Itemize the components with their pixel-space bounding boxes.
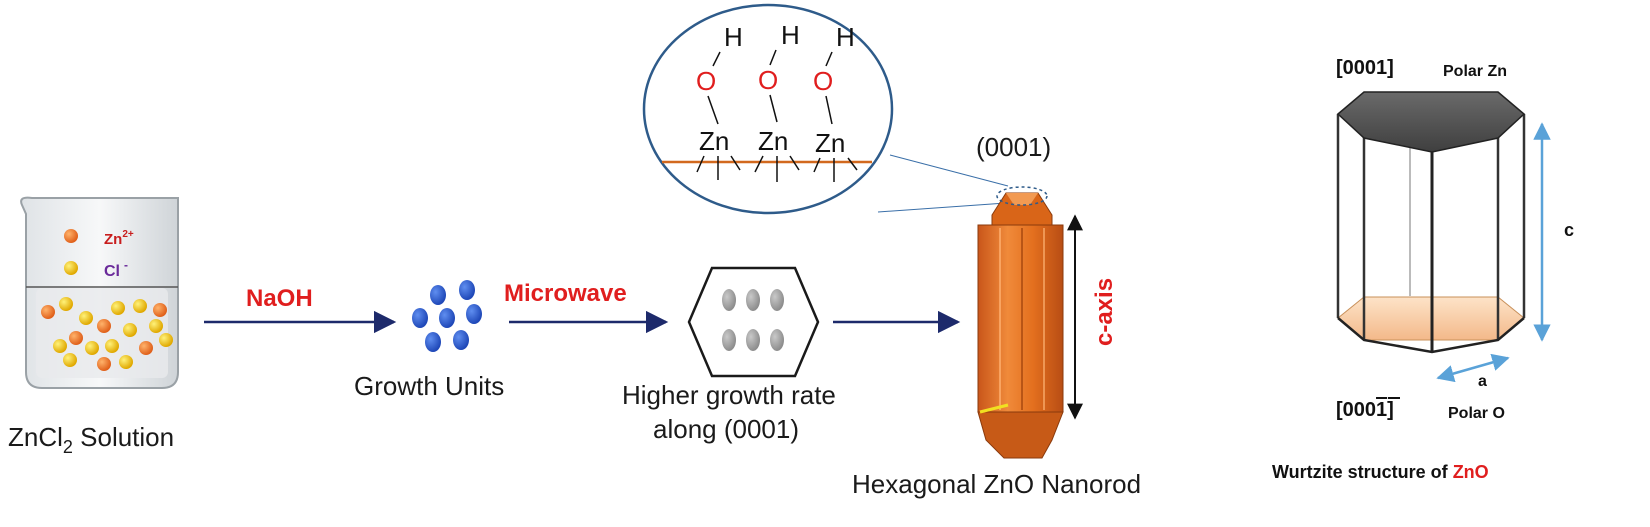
hexagon-caption-line2: along (0001) <box>653 414 799 444</box>
bond <box>696 155 705 173</box>
zinc-atom: Zn <box>699 126 729 156</box>
hydrogen-atom: H <box>724 22 743 52</box>
bond <box>730 155 741 171</box>
wurtzite-caption: Wurtzite structure of ZnO <box>1272 462 1489 482</box>
zn-ion <box>139 341 153 355</box>
cl-ion <box>59 297 73 311</box>
zn-ion <box>97 357 111 371</box>
growth-units-caption: Growth Units <box>354 371 504 401</box>
growth-unit-grey <box>770 289 784 311</box>
zn-ion <box>69 331 83 345</box>
beaker-ions <box>41 297 173 371</box>
hydrogen-atom: H <box>781 20 800 50</box>
hexagon-outline <box>687 266 820 378</box>
zno-nanorod: (0001) c-axis Hexagonal ZnO Nanorod <box>852 132 1141 499</box>
bond <box>789 155 800 171</box>
c-axis-label: c-axis <box>1091 278 1118 346</box>
nanorod-body <box>977 224 1064 413</box>
growth-unit-grey <box>722 289 736 311</box>
wurtzite-bottom-index: [0001] <box>1336 399 1394 421</box>
growth-unit <box>466 304 482 324</box>
hydrogen-atom: H <box>836 22 855 52</box>
naoh-label: NaOH <box>246 285 313 312</box>
nanorod-top-facet <box>1006 193 1038 205</box>
wurtzite-top-face <box>1336 91 1526 153</box>
prism-bottom-edges <box>1337 317 1525 354</box>
cl-ion-legend-label: Cl - <box>104 258 128 280</box>
cl-ion <box>53 339 67 353</box>
zoom-connector-bottom <box>877 202 1007 213</box>
zinc-atom: Zn <box>758 126 788 156</box>
surface-zoom: H O Zn H O Zn H O Zn <box>642 3 1009 215</box>
zn-ion <box>41 305 55 319</box>
cl-ion <box>133 299 147 313</box>
growth-unit-grey <box>770 329 784 351</box>
oxygen-atom: O <box>813 66 833 96</box>
wurtzite-top-polar: Polar Zn <box>1443 63 1507 80</box>
cl-ion <box>123 323 137 337</box>
growth-unit-grey <box>746 289 760 311</box>
nanorod-top-highlight <box>996 186 1048 206</box>
bond <box>825 51 833 67</box>
beaker-caption: ZnCl2 Solution <box>8 422 174 457</box>
wurtzite-top-index: [0001] <box>1336 57 1394 79</box>
zoom-connector-top <box>889 154 1009 187</box>
c-dimension-label: c <box>1564 220 1574 240</box>
cl-ion <box>119 355 133 369</box>
growth-unit <box>439 308 455 328</box>
bond <box>712 51 721 67</box>
growth-unit-grey <box>722 329 736 351</box>
bond <box>847 157 858 171</box>
cl-ion <box>85 341 99 355</box>
nanorod-caption: Hexagonal ZnO Nanorod <box>852 469 1141 499</box>
zn-ion <box>97 319 111 333</box>
nanorod-yellow-edge <box>979 403 1009 414</box>
a-dimension-label: a <box>1478 373 1487 390</box>
growth-hexagon: Higher growth rate along (0001) <box>622 266 836 444</box>
growth-unit <box>412 308 428 328</box>
a-dimension-arrow <box>1436 353 1510 383</box>
bond <box>754 155 764 173</box>
cl-ion <box>159 333 173 347</box>
zn-ion <box>153 303 167 317</box>
oxygen-atom: O <box>696 66 716 96</box>
cl-ion <box>63 353 77 367</box>
cl-ion-legend-icon <box>64 261 78 275</box>
zn-ion-legend-label: Zn2+ <box>104 229 134 248</box>
bond <box>825 95 833 125</box>
cl-ion <box>79 311 93 325</box>
zoom-ellipse <box>642 3 894 215</box>
bond <box>769 94 778 123</box>
beaker: Zn2+ Cl - ZnCl2 Solution <box>8 196 179 457</box>
bond <box>813 157 821 173</box>
zinc-atom: Zn <box>815 128 845 158</box>
growth-unit-grey <box>746 329 760 351</box>
nanorod-facet-label: (0001) <box>976 132 1051 162</box>
growth-unit <box>430 285 446 305</box>
bond <box>769 49 777 66</box>
nanorod-lower-tip <box>977 411 1064 459</box>
bond <box>707 95 719 125</box>
growth-unit <box>459 280 475 300</box>
wurtzite-structure: [0001] Polar Zn c a [0001] Polar O Wurtz… <box>1272 57 1574 482</box>
hexagon-caption-line1: Higher growth rate <box>622 380 836 410</box>
cl-ion <box>149 319 163 333</box>
wurtzite-bottom-polar: Polar O <box>1448 405 1505 422</box>
growth-units: Growth Units <box>354 280 504 401</box>
cl-ion <box>105 339 119 353</box>
microwave-label: Microwave <box>504 280 627 307</box>
growth-unit <box>425 332 441 352</box>
zn-ion-legend-icon <box>64 229 78 243</box>
growth-unit <box>453 330 469 350</box>
cl-ion <box>111 301 125 315</box>
oxygen-atom: O <box>758 65 778 95</box>
